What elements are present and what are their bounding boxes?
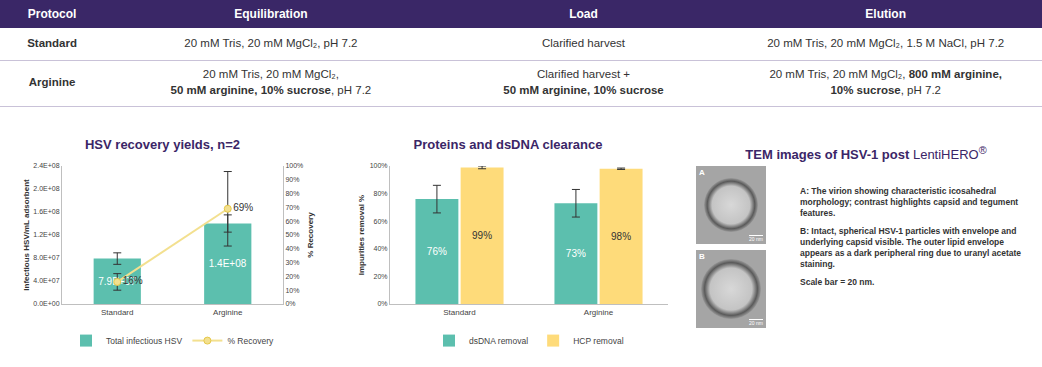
svg-text:Standard: Standard [101,308,133,317]
svg-text:0.0E+00: 0.0E+00 [33,300,59,307]
html-text:20 mM Tris, 20 mM MgCl₂,: 20 mM Tris, 20 mM MgCl₂, [202,68,339,81]
svg-text:Infectious HSV/mL adsorbent: Infectious HSV/mL adsorbent [22,179,31,291]
svg-text:60%: 60% [374,218,388,225]
html-text:20 nm: 20 nm [749,320,763,326]
svg-text:1.2E+08: 1.2E+08 [33,231,59,238]
svg-text:100%: 100% [285,162,303,169]
svg-text:Proteins and dsDNA clearance: Proteins and dsDNA clearance [414,137,603,152]
svg-text:0%: 0% [285,300,295,307]
html-text:Standard: Standard [27,37,77,49]
svg-text:2.4E+08: 2.4E+08 [33,162,59,169]
svg-text:80%: 80% [285,190,299,197]
svg-text:20%: 20% [285,273,299,280]
svg-text:Impurities removal %: Impurities removal % [357,195,366,275]
html-text:20 mM Tris, 20 mM MgCl₂, pH 7.: 20 mM Tris, 20 mM MgCl₂, pH 7.2 [184,37,358,49]
svg-text:% Recovery: % Recovery [227,336,274,346]
html-text:B: Intact, spherical HSV-1 par: B: Intact, spherical HSV-1 particles wit… [800,226,1022,270]
svg-text:69%: 69% [233,202,253,213]
svg-text:Total infectious HSV: Total infectious HSV [106,336,182,346]
html-text:Arginine: Arginine [28,76,76,89]
svg-text:7.9E+07: 7.9E+07 [98,276,136,287]
html-text:50 mM arginine, 10% sucrose: 50 mM arginine, 10% sucrose [503,84,664,96]
svg-text:50%: 50% [285,231,299,238]
html-text:Clarified harvest +: Clarified harvest + [537,68,630,81]
svg-text:0%: 0% [377,300,387,307]
html-text:B: B [699,252,705,261]
html-text:TEM images of HSV-1 post Lenti: TEM images of HSV-1 post LentiHERO® [745,144,987,163]
html-text:Equilibration: Equilibration [234,7,308,21]
svg-text:30%: 30% [285,259,299,266]
svg-text:2.0E+08: 2.0E+08 [33,185,59,192]
html-text:Scale bar = 20 nm.: Scale bar = 20 nm. [800,277,875,288]
html-text:Clarified harvest: Clarified harvest [542,37,625,49]
html-text:A: A [699,168,705,177]
html-text:Elution: Elution [865,7,906,21]
svg-text:HCP removal: HCP removal [573,336,623,346]
html-text:A: The virion showing characte: A: The virion showing characteristic ico… [800,186,1019,219]
svg-text:90%: 90% [285,176,299,183]
svg-text:99%: 99% [472,230,492,241]
svg-text:100%: 100% [370,162,388,169]
svg-text:% Recovery: % Recovery [306,212,315,258]
svg-text:dsDNA removal: dsDNA removal [469,336,528,346]
svg-text:76%: 76% [427,246,447,257]
svg-text:40%: 40% [374,245,388,252]
svg-text:4.0E+07: 4.0E+07 [33,277,59,284]
svg-text:Arginine: Arginine [584,308,614,317]
html-text:20 mM Tris, 20 mM MgCl₂, 800 m: 20 mM Tris, 20 mM MgCl₂, 800 mM arginine… [769,68,1002,81]
html-text:Protocol: Protocol [27,7,77,21]
svg-text:Standard: Standard [443,308,475,317]
svg-text:20%: 20% [374,273,388,280]
svg-text:98%: 98% [611,231,631,242]
svg-text:8.0E+07: 8.0E+07 [33,254,59,261]
svg-text:40%: 40% [285,245,299,252]
html-text:Load: Load [569,7,598,21]
svg-text:73%: 73% [566,248,586,259]
svg-text:1.6E+08: 1.6E+08 [33,208,59,215]
html-text:50 mM arginine, 10% sucrose, p: 50 mM arginine, 10% sucrose, pH 7.2 [170,84,372,96]
html-text:10% sucrose, pH 7.2: 10% sucrose, pH 7.2 [830,84,941,96]
svg-text:60%: 60% [285,218,299,225]
svg-text:16%: 16% [123,275,143,286]
html-text:20 nm: 20 nm [749,236,763,242]
svg-text:10%: 10% [285,287,299,294]
svg-text:HSV recovery yields, n=2: HSV recovery yields, n=2 [85,137,240,152]
svg-text:70%: 70% [285,204,299,211]
svg-text:1.4E+08: 1.4E+08 [209,258,247,269]
html-text:20 mM Tris, 20 mM MgCl₂, 1.5 M: 20 mM Tris, 20 mM MgCl₂, 1.5 M NaCl, pH … [767,37,1005,49]
svg-text:Arginine: Arginine [213,308,243,317]
svg-text:80%: 80% [374,190,388,197]
